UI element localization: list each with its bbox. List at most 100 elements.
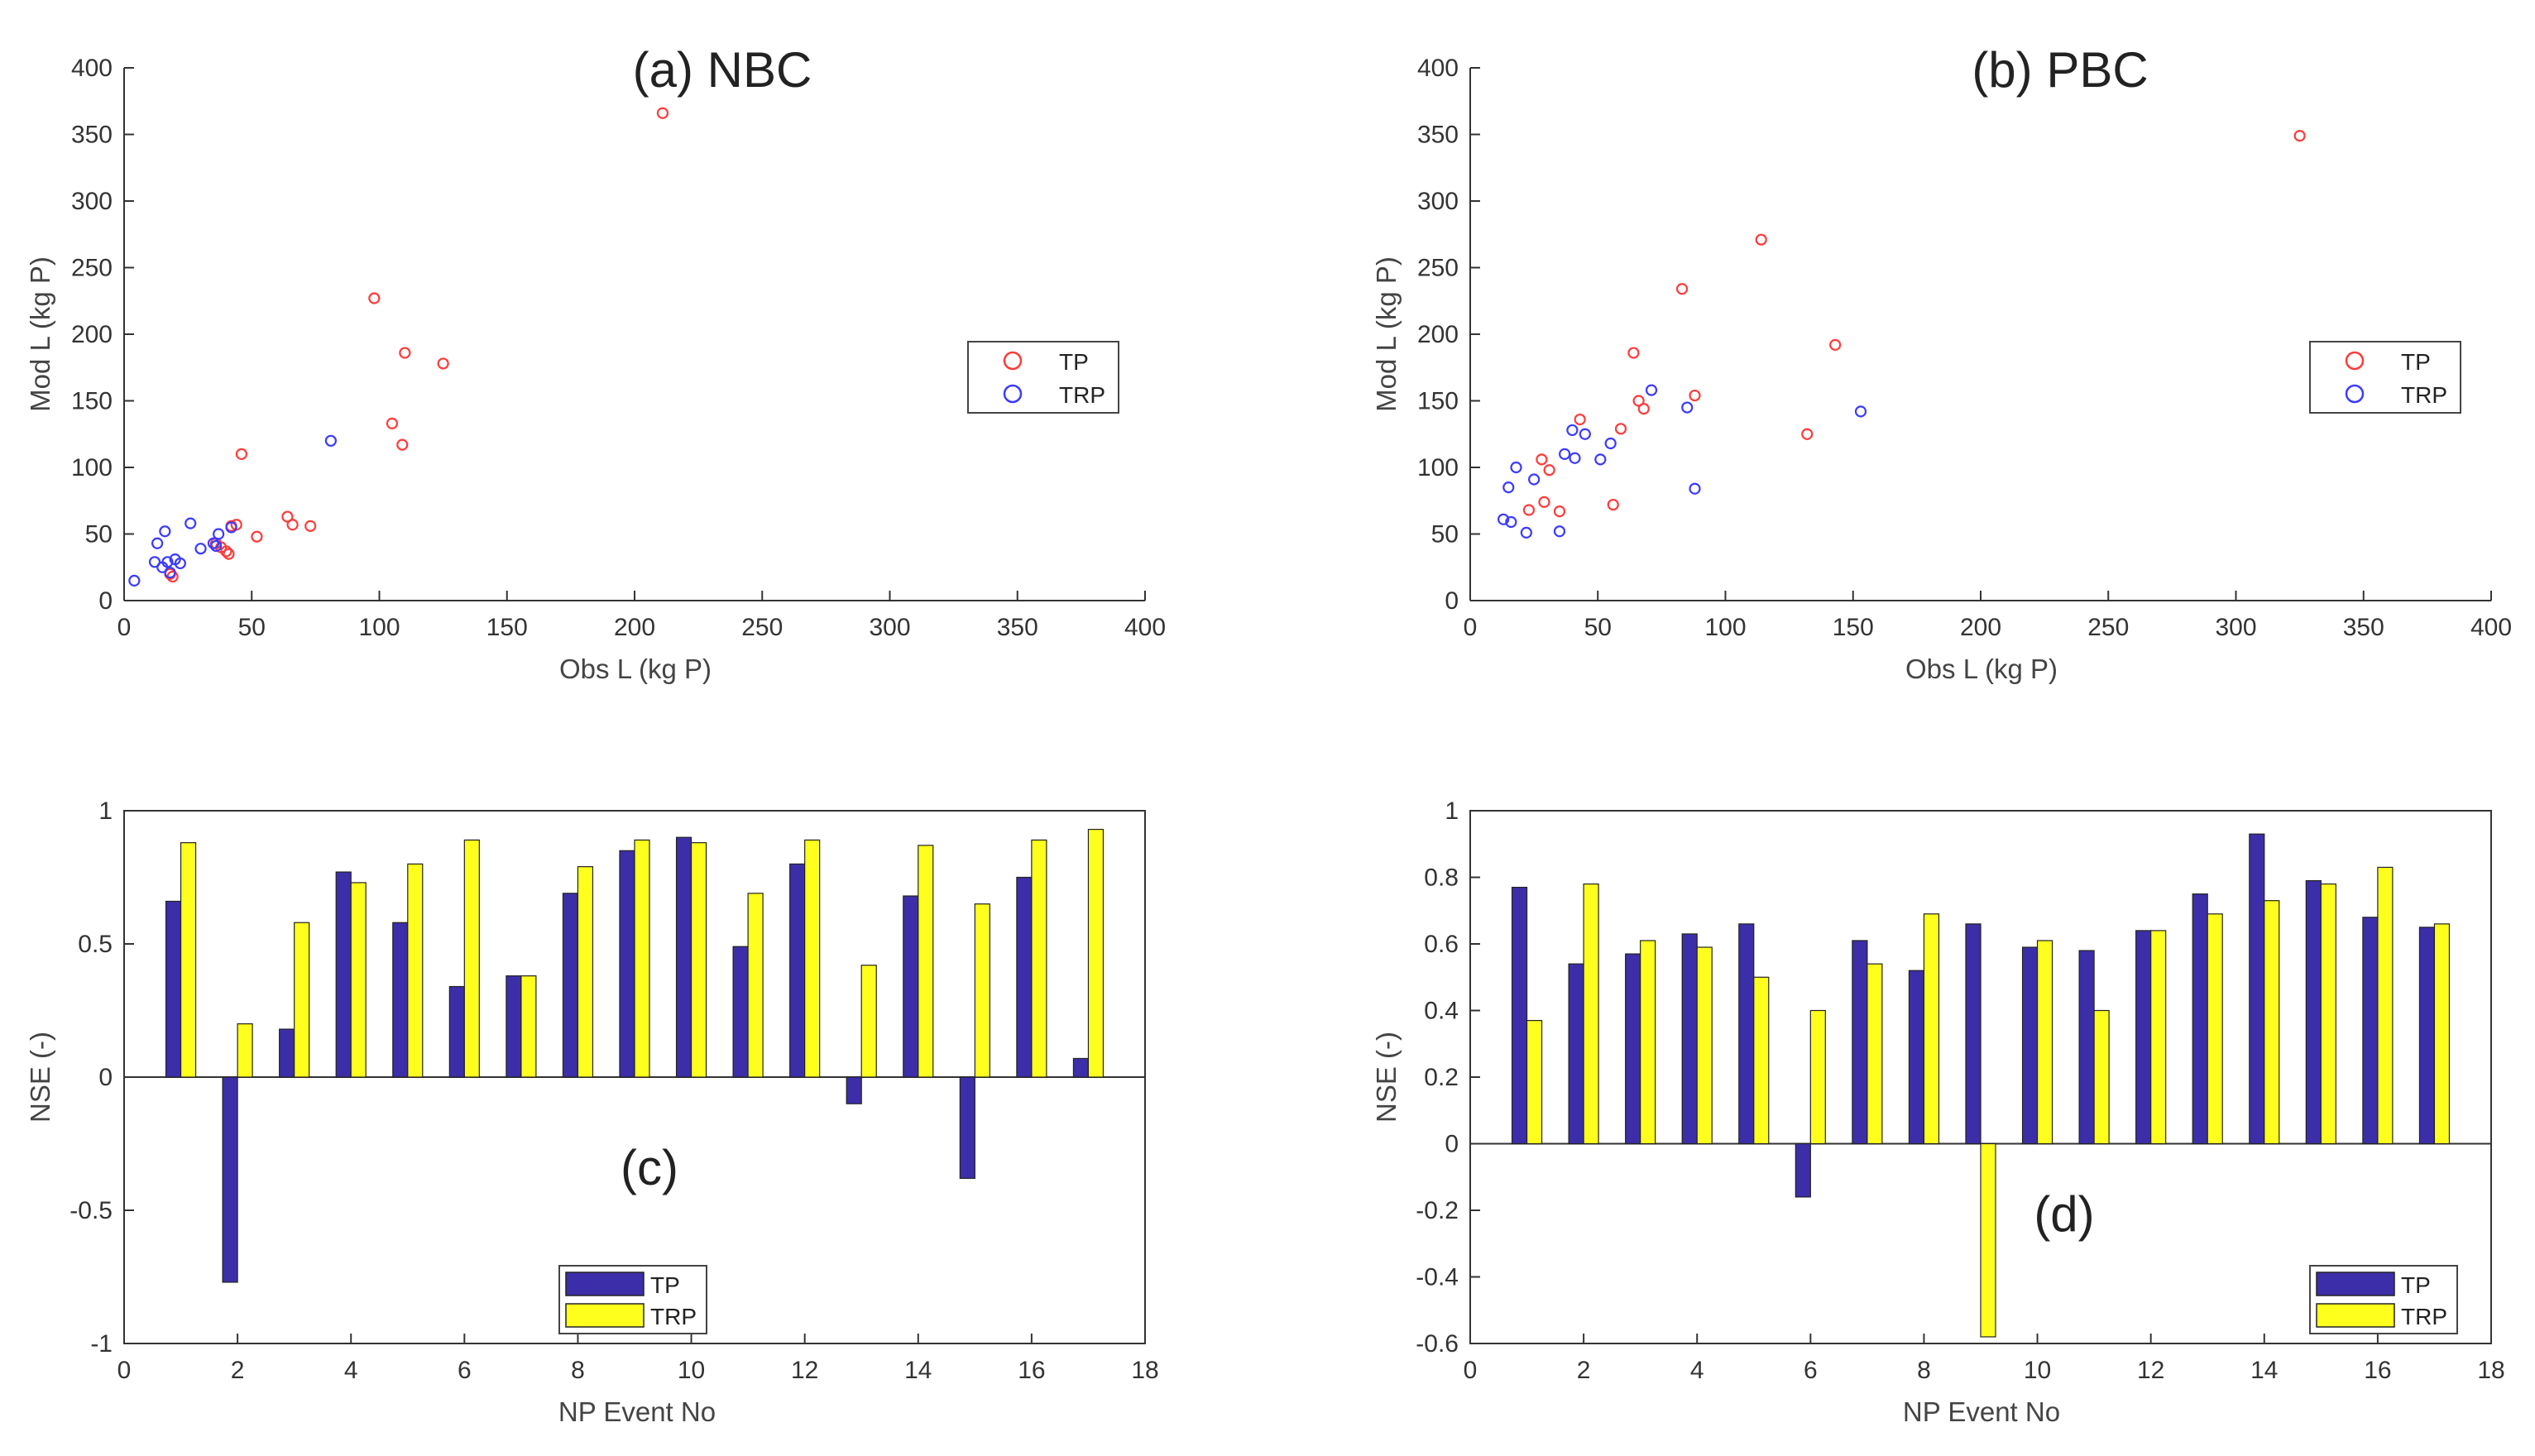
bar-tp (2418, 927, 2436, 1145)
bar-trp (1809, 1009, 1826, 1145)
y-tick-label: 0.6 (1424, 931, 1459, 958)
bar-tp (846, 1076, 862, 1104)
panel-d-pbc-nse-bars: (d) NP Event No NSE (-) 0 2 4 6 8 10 12 14 16 18 … (1371, 797, 2505, 1427)
point-trp (1579, 428, 1591, 440)
point-trp (209, 539, 223, 553)
x-tick-label: 18 (1131, 1357, 1158, 1384)
panel-d-title: (d) (2034, 1186, 2094, 1242)
bar-trp (1923, 913, 1940, 1145)
x-tick-label: 6 (1804, 1357, 1818, 1384)
x-tick-label: 14 (904, 1357, 932, 1384)
point-trp (225, 521, 237, 534)
panel-a-legend: TP TRP (967, 341, 1119, 414)
point-tp (396, 438, 409, 451)
bar-trp (1526, 1019, 1543, 1145)
point-trp (1566, 424, 1579, 437)
point-trp (1689, 482, 1701, 495)
bar-trp (350, 882, 367, 1078)
point-tp (235, 448, 248, 461)
point-tp (1522, 504, 1536, 516)
x-tick-label: 400 (1124, 614, 1166, 641)
y-tick-label: 350 (1417, 122, 1459, 149)
point-tp (1614, 423, 1627, 435)
bar-tp (1681, 933, 1698, 1145)
bar-trp (860, 965, 877, 1078)
y-tick-label: 300 (1417, 188, 1459, 215)
bar-tp (619, 850, 635, 1078)
panel-b-title: (b) PBC (1972, 42, 2148, 98)
panel-c-x-ticks: 0 2 4 6 8 10 12 14 16 18 (117, 1334, 1159, 1384)
bar-tp (2135, 930, 2152, 1145)
panel-b-pbc-scatter: (b) PBC Obs L (kg P) Mod L (kg P) 0 50 100… (1371, 42, 2512, 684)
point-trp (1520, 526, 1532, 539)
panel-c-legend-tp-swatch (565, 1272, 645, 1296)
point-tp (1632, 395, 1645, 407)
panel-d-ylabel: NSE (-) (1371, 1032, 1402, 1123)
x-tick-label: 50 (238, 614, 266, 641)
bar-trp (1031, 839, 1047, 1078)
y-tick-label: -0.2 (1416, 1197, 1459, 1224)
x-tick-label: 100 (1704, 614, 1746, 641)
bar-tp (2078, 950, 2095, 1145)
point-trp (184, 517, 197, 529)
point-tp (1574, 413, 1586, 426)
point-tp (1755, 233, 1767, 246)
point-trp (1505, 515, 1517, 529)
panel-c-nbc-nse-bars: (c) NP Event No NSE (-) 0 2 4 6 8 10 12 14 16 18 … (25, 797, 1159, 1427)
y-tick-label: 0 (98, 1064, 113, 1091)
x-tick-label: 0 (117, 614, 132, 641)
point-trp (1502, 481, 1515, 494)
y-tick-label: 0 (1445, 1131, 1459, 1158)
bar-tp (1016, 876, 1033, 1078)
panel-c-bars (124, 828, 1145, 1283)
panel-d-legend-trp-swatch (2316, 1303, 2395, 1328)
bar-tp (1738, 923, 1755, 1145)
point-tp (1536, 453, 1548, 466)
panel-b-x-ticks: 0 50 100 150 200 250 300 350 400 (1464, 591, 2512, 641)
point-trp (194, 543, 207, 555)
x-tick-label: 300 (2215, 614, 2256, 641)
bar-tp (1965, 923, 1982, 1145)
x-tick-label: 8 (571, 1357, 585, 1384)
bar-trp (180, 842, 197, 1078)
point-tp (1689, 389, 1701, 402)
bar-tp (732, 946, 749, 1078)
bar-tp (2305, 879, 2322, 1145)
bar-trp (1867, 963, 1883, 1145)
panel-b-legend-tp-marker (2345, 351, 2365, 371)
bar-trp (1583, 883, 1599, 1145)
x-tick-label: 50 (1584, 614, 1612, 641)
bar-trp (577, 866, 594, 1078)
point-tp (220, 545, 232, 558)
bar-tp (1625, 953, 1641, 1145)
point-tp (1829, 338, 1842, 351)
x-tick-label: 4 (344, 1357, 358, 1384)
y-tick-label: 50 (1431, 521, 1459, 548)
bar-trp (407, 863, 424, 1078)
y-tick-label: 350 (71, 122, 113, 149)
panel-d-y-ticks: -0.6 -0.4 -0.2 0 0.2 0.4 0.6 0.8 1 (1416, 797, 1480, 1358)
bar-tp (1568, 963, 1584, 1145)
point-trp (156, 561, 169, 573)
point-tp (251, 530, 263, 543)
bar-trp (294, 922, 310, 1078)
bar-trp (2036, 940, 2053, 1145)
panel-b-legend-box (2309, 341, 2461, 414)
panel-d-legend: TP TRP (2309, 1265, 2458, 1334)
bar-trp (1087, 828, 1105, 1078)
y-tick-label: 250 (1417, 255, 1459, 282)
y-tick-label: 300 (71, 188, 113, 215)
panel-a-title: (a) NBC (633, 42, 812, 98)
panel-b-points (1498, 130, 2306, 539)
point-trp (1681, 401, 1694, 414)
panel-a-legend-box (967, 341, 1119, 414)
point-tp (1543, 464, 1555, 477)
x-tick-label: 250 (2087, 614, 2129, 641)
x-tick-label: 400 (2470, 614, 2512, 641)
y-tick-label: 400 (1417, 55, 1459, 82)
panel-a-axes (123, 68, 1145, 601)
bar-trp (690, 842, 707, 1078)
bar-trp (634, 839, 650, 1078)
point-trp (1645, 384, 1658, 396)
